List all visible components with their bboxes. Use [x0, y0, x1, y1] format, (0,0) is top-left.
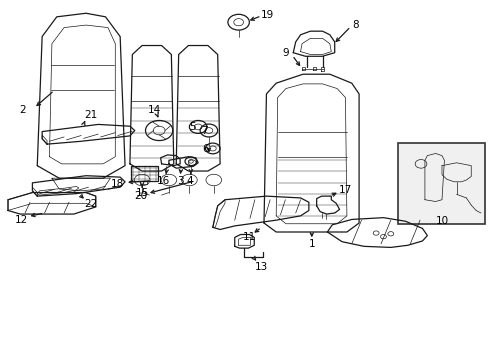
Text: 13: 13 — [254, 262, 267, 272]
Text: 17: 17 — [339, 185, 352, 195]
Text: 6: 6 — [202, 144, 209, 154]
Text: 1: 1 — [308, 239, 314, 249]
Text: 22: 22 — [84, 199, 97, 210]
Text: 11: 11 — [242, 232, 256, 242]
Text: 19: 19 — [261, 10, 274, 20]
Text: 3: 3 — [177, 176, 183, 186]
Text: 2: 2 — [20, 105, 26, 115]
Bar — [131, 166, 158, 181]
Text: 14: 14 — [147, 105, 161, 115]
Text: 15: 15 — [135, 188, 148, 198]
Bar — [397, 143, 484, 224]
Text: 5: 5 — [189, 122, 195, 132]
Text: 7: 7 — [201, 126, 207, 136]
Text: 20: 20 — [134, 191, 147, 201]
Text: 9: 9 — [282, 48, 289, 58]
Text: 12: 12 — [15, 215, 28, 225]
Text: 18: 18 — [111, 179, 124, 189]
Text: 8: 8 — [352, 20, 358, 30]
Text: 4: 4 — [186, 176, 193, 186]
Text: 10: 10 — [434, 216, 447, 226]
Text: 16: 16 — [156, 176, 169, 186]
Text: 21: 21 — [84, 110, 97, 120]
